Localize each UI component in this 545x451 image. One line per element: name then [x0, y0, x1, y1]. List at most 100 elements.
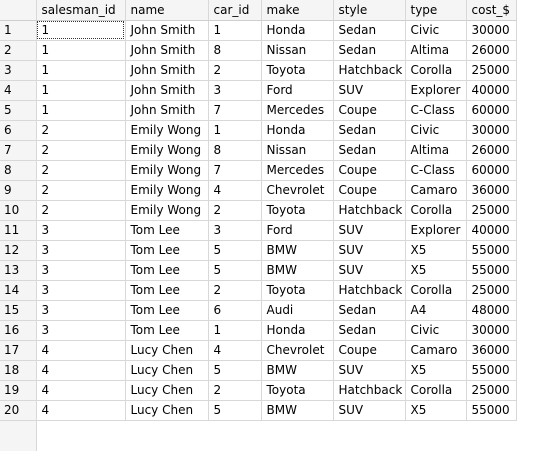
table-cell[interactable]: X5	[405, 400, 467, 421]
table-row[interactable]: 5 1 John Smith 7 Mercedes Coupe C-Class 60000	[0, 100, 517, 121]
table-cell[interactable]: A4	[405, 300, 467, 321]
table-cell[interactable]: Explorer	[405, 220, 467, 241]
table-cell[interactable]: Lucy Chen	[125, 400, 209, 421]
table-cell[interactable]: 30000	[466, 320, 517, 341]
table-row[interactable]: 11 3 Tom Lee 3 Ford SUV Explorer 40000	[0, 220, 517, 241]
table-cell[interactable]: 2	[36, 180, 126, 201]
row-number[interactable]: 19	[0, 380, 37, 401]
table-cell[interactable]: Audi	[261, 300, 334, 321]
table-cell[interactable]: Sedan	[333, 40, 406, 61]
table-cell[interactable]: 3	[36, 280, 126, 301]
row-number[interactable]: 13	[0, 260, 37, 281]
table-cell[interactable]: 2	[36, 120, 126, 141]
table-cell[interactable]: 26000	[466, 40, 517, 61]
table-cell[interactable]: SUV	[333, 80, 406, 101]
table-cell[interactable]: Ford	[261, 220, 334, 241]
table-cell[interactable]: 25000	[466, 280, 517, 301]
table-cell[interactable]: 48000	[466, 300, 517, 321]
table-cell[interactable]: Ford	[261, 80, 334, 101]
row-number[interactable]: 1	[0, 20, 37, 41]
row-number[interactable]: 6	[0, 120, 37, 141]
table-row[interactable]: 9 2 Emily Wong 4 Chevrolet Coupe Camaro 36000	[0, 180, 517, 201]
row-number[interactable]: 3	[0, 60, 37, 81]
table-cell[interactable]: Chevrolet	[261, 180, 334, 201]
table-cell[interactable]: 25000	[466, 60, 517, 81]
table-cell[interactable]: 36000	[466, 340, 517, 361]
table-cell[interactable]: Explorer	[405, 80, 467, 101]
table-cell[interactable]: 1	[36, 80, 126, 101]
table-cell[interactable]: Sedan	[333, 20, 406, 41]
table-cell[interactable]: 55000	[466, 260, 517, 281]
table-cell[interactable]: Coupe	[333, 160, 406, 181]
table-cell[interactable]: BMW	[261, 260, 334, 281]
table-cell[interactable]: 5	[208, 400, 262, 421]
table-cell[interactable]: X5	[405, 260, 467, 281]
table-cell[interactable]: Tom Lee	[125, 300, 209, 321]
table-cell[interactable]: Camaro	[405, 340, 467, 361]
table-cell[interactable]: Civic	[405, 20, 467, 41]
table-cell[interactable]: Toyota	[261, 60, 334, 81]
table-cell[interactable]: SUV	[333, 240, 406, 261]
table-cell[interactable]: 8	[208, 40, 262, 61]
table-cell[interactable]: 30000	[466, 20, 517, 41]
column-header-salesman-id[interactable]: salesman_id	[36, 0, 126, 21]
table-cell[interactable]: Corolla	[405, 280, 467, 301]
table-cell[interactable]: 5	[208, 260, 262, 281]
table-cell[interactable]: 2	[208, 60, 262, 81]
table-cell[interactable]: Emily Wong	[125, 120, 209, 141]
table-cell[interactable]: Chevrolet	[261, 340, 334, 361]
row-number[interactable]: 16	[0, 320, 37, 341]
table-cell[interactable]: Mercedes	[261, 100, 334, 121]
table-cell[interactable]: 4	[36, 360, 126, 381]
table-cell[interactable]: 4	[36, 380, 126, 401]
table-cell[interactable]: 2	[208, 200, 262, 221]
table-cell[interactable]: 36000	[466, 180, 517, 201]
table-cell[interactable]: Honda	[261, 320, 334, 341]
table-cell[interactable]: 3	[208, 220, 262, 241]
table-cell[interactable]: Hatchback	[333, 380, 406, 401]
table-row[interactable]: 1 1 John Smith 1 Honda Sedan Civic 30000	[0, 20, 517, 41]
table-row[interactable]: 14 3 Tom Lee 2 Toyota Hatchback Corolla 25000	[0, 280, 517, 301]
table-cell[interactable]: BMW	[261, 240, 334, 261]
table-cell[interactable]: 1	[208, 120, 262, 141]
table-cell[interactable]: Sedan	[333, 320, 406, 341]
table-cell[interactable]: 1	[208, 20, 262, 41]
table-cell[interactable]: Lucy Chen	[125, 380, 209, 401]
table-cell[interactable]: 5	[208, 240, 262, 261]
table-cell[interactable]: Tom Lee	[125, 280, 209, 301]
table-cell[interactable]: 60000	[466, 100, 517, 121]
table-row[interactable]: 17 4 Lucy Chen 4 Chevrolet Coupe Camaro 36000	[0, 340, 517, 361]
row-number[interactable]: 7	[0, 140, 37, 161]
table-row[interactable]: 10 2 Emily Wong 2 Toyota Hatchback Corolla 2500…	[0, 200, 517, 221]
table-cell[interactable]: 25000	[466, 200, 517, 221]
table-cell[interactable]: BMW	[261, 360, 334, 381]
table-cell[interactable]: C-Class	[405, 160, 467, 181]
row-number[interactable]: 11	[0, 220, 37, 241]
table-row[interactable]: 18 4 Lucy Chen 5 BMW SUV X5 55000	[0, 360, 517, 381]
table-cell[interactable]: 2	[36, 160, 126, 181]
table-row[interactable]: 12 3 Tom Lee 5 BMW SUV X5 55000	[0, 240, 517, 261]
table-cell[interactable]: 1	[36, 100, 126, 121]
row-number[interactable]: 15	[0, 300, 37, 321]
column-header-cost[interactable]: cost_$	[466, 0, 517, 21]
table-cell[interactable]: 3	[208, 80, 262, 101]
table-cell[interactable]: 4	[36, 400, 126, 421]
table-cell[interactable]: Civic	[405, 120, 467, 141]
table-row[interactable]: 16 3 Tom Lee 1 Honda Sedan Civic 30000	[0, 320, 517, 341]
table-cell[interactable]: Coupe	[333, 340, 406, 361]
table-row[interactable]: 20 4 Lucy Chen 5 BMW SUV X5 55000	[0, 400, 517, 421]
table-cell[interactable]: Honda	[261, 120, 334, 141]
table-row[interactable]: 4 1 John Smith 3 Ford SUV Explorer 40000	[0, 80, 517, 101]
table-cell[interactable]: John Smith	[125, 20, 209, 41]
table-cell[interactable]: Tom Lee	[125, 260, 209, 281]
table-cell[interactable]: 3	[36, 260, 126, 281]
table-cell[interactable]: Hatchback	[333, 200, 406, 221]
table-cell[interactable]: Nissan	[261, 140, 334, 161]
table-cell[interactable]: 4	[208, 340, 262, 361]
results-grid[interactable]: salesman_id name car_id make style type …	[0, 0, 517, 421]
table-cell[interactable]: Lucy Chen	[125, 340, 209, 361]
row-number[interactable]: 17	[0, 340, 37, 361]
table-cell[interactable]: Sedan	[333, 120, 406, 141]
table-cell[interactable]: Emily Wong	[125, 200, 209, 221]
table-cell[interactable]: 4	[36, 340, 126, 361]
